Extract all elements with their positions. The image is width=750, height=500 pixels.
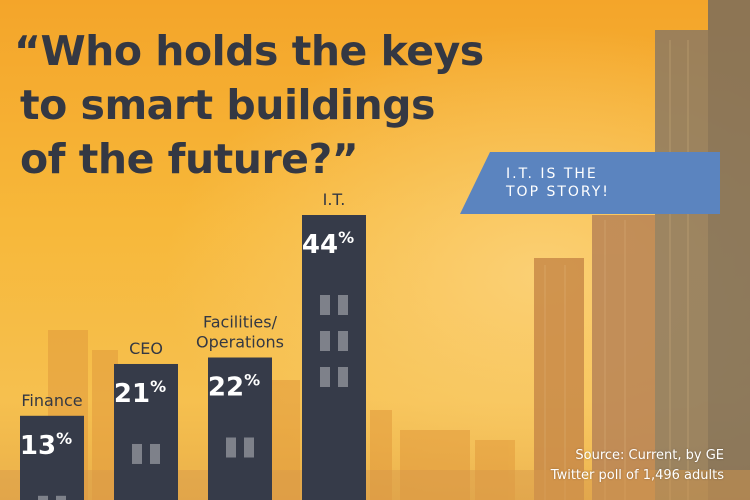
- bar-window: [56, 495, 66, 500]
- bar-window: [338, 295, 348, 315]
- top-story-banner: I.T. IS THE TOP STORY!: [460, 152, 720, 214]
- bar-window: [338, 367, 348, 387]
- bar-group-1: 21% CEO: [114, 339, 178, 500]
- category-label-2: Facilities/Operations: [196, 313, 284, 352]
- bar-window: [338, 331, 348, 351]
- bar-window: [320, 331, 330, 351]
- banner-text: I.T. IS THE TOP STORY!: [506, 166, 610, 200]
- value-label-3: 44%: [302, 228, 354, 260]
- bar-1: [114, 363, 178, 500]
- value-label-2: 22%: [208, 371, 260, 403]
- bar-group-2: 22% Facilities/Operations: [196, 313, 284, 500]
- bar-3: [302, 215, 366, 500]
- category-label-0: Finance: [21, 391, 82, 410]
- source-note: Source: Current, by GE Twitter poll of 1…: [550, 448, 724, 483]
- bar-window: [150, 443, 160, 464]
- category-label-3: I.T.: [323, 190, 346, 209]
- bar-group-0: 13% Finance: [20, 391, 84, 500]
- title-line-3: of the future?”: [20, 135, 359, 183]
- bar-window: [320, 295, 330, 315]
- chart-title: “Who holds the keys to smart buildings o…: [14, 24, 484, 186]
- bar-window: [320, 367, 330, 387]
- title-line-1: “Who holds the keys: [14, 27, 484, 75]
- bar-group-3: 44% I.T.: [302, 190, 366, 500]
- bar-window: [226, 437, 236, 458]
- value-label-1: 21%: [114, 377, 166, 409]
- bar-window: [132, 443, 142, 464]
- bar-window: [38, 495, 48, 500]
- value-label-0: 13%: [20, 429, 72, 461]
- title-line-2: to smart buildings: [20, 81, 435, 129]
- bar-2: [208, 357, 272, 500]
- bar-0: [20, 415, 84, 500]
- bar-window: [244, 437, 254, 458]
- category-label-1: CEO: [129, 339, 163, 358]
